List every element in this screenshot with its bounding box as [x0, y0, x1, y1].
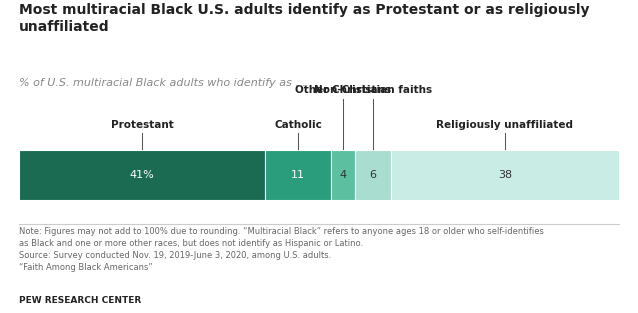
Text: 4: 4 — [339, 170, 346, 180]
Text: Catholic: Catholic — [274, 120, 322, 130]
Text: Most multiracial Black U.S. adults identify as Protestant or as religiously
unaf: Most multiracial Black U.S. adults ident… — [19, 3, 590, 34]
Text: Religiously unaffiliated: Religiously unaffiliated — [436, 120, 574, 130]
Text: 11: 11 — [291, 170, 305, 180]
Text: Note: Figures may not add to 100% due to rounding. “Multiracial Black” refers to: Note: Figures may not add to 100% due to… — [19, 227, 544, 272]
Text: 41%: 41% — [130, 170, 154, 180]
Text: Protestant: Protestant — [111, 120, 174, 130]
Text: 6: 6 — [369, 170, 376, 180]
Text: % of U.S. multiracial Black adults who identify as ...: % of U.S. multiracial Black adults who i… — [19, 78, 306, 88]
Text: Other Christians: Other Christians — [295, 85, 391, 95]
Text: Non-Christian faiths: Non-Christian faiths — [314, 85, 432, 95]
Text: PEW RESEARCH CENTER: PEW RESEARCH CENTER — [19, 296, 142, 305]
Bar — [19, 150, 265, 200]
Bar — [265, 150, 331, 200]
Text: 38: 38 — [498, 170, 512, 180]
Bar — [355, 150, 391, 200]
Bar — [391, 150, 619, 200]
Bar — [331, 150, 355, 200]
